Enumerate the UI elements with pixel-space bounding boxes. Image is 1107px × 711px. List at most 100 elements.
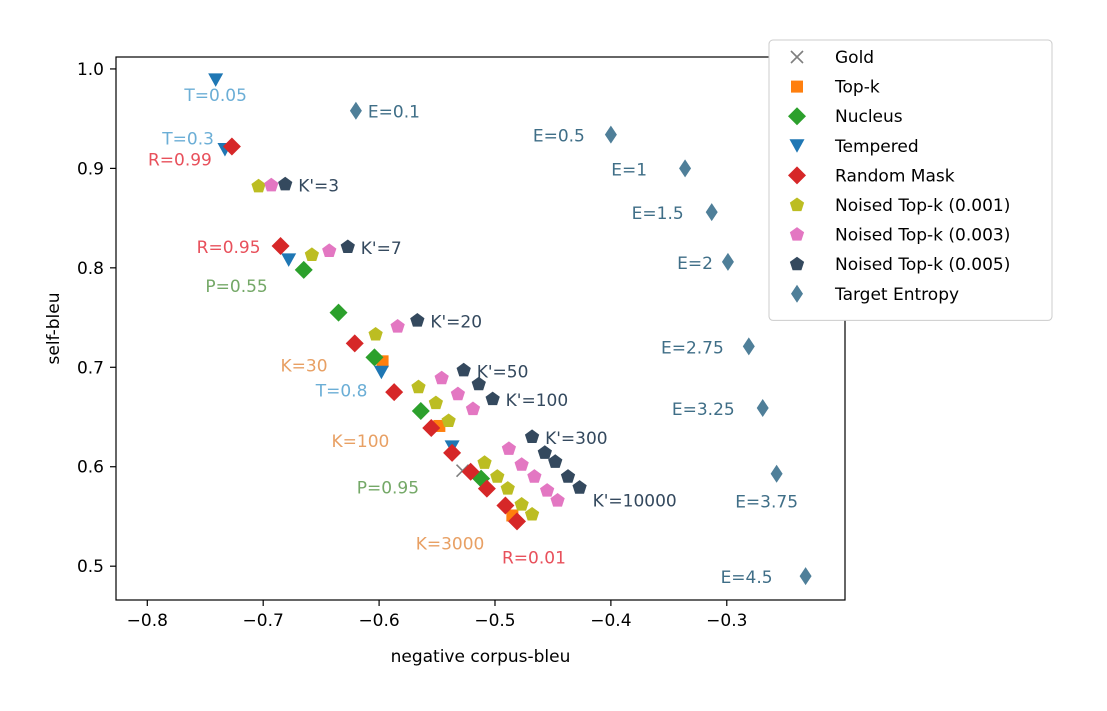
annotation-p-0-95: P=0.95: [357, 479, 419, 499]
noised-top-k-0-003-point: [322, 243, 337, 257]
nucleus-point: [365, 348, 384, 367]
axes: −0.8 −0.7 −0.6 −0.5 −0.4 −0.3 0.5 0.6 0.7 0.8 0.9 1…: [44, 60, 747, 667]
noised-top-k-0-003-point: [450, 386, 466, 401]
noised-top-k-0-001-point: [441, 413, 456, 428]
annotation-e-2: E=2: [677, 254, 713, 274]
legend-item-tempered: Tempered: [789, 137, 919, 157]
noised-top-k-0-005-point: [456, 362, 471, 377]
noised-top-k-0-005-point: [560, 469, 576, 483]
target-entropy-point: [756, 399, 769, 418]
annotation-t-0-3: T=0.3: [161, 129, 214, 149]
tempered-point: [208, 73, 224, 87]
noised-top-k-0-003-point: [514, 457, 529, 471]
noised-top-k-0-005-point: [485, 391, 500, 406]
annotation-t-0-05: T=0.05: [183, 86, 246, 106]
series-noised-top-k-0-001: [251, 178, 540, 521]
legend-label: Noised Top-k (0.005): [835, 255, 1010, 275]
y-axis-label: self-bleu: [44, 293, 64, 365]
target-entropy-legend-icon: [791, 284, 803, 303]
annotation-e-3-75: E=3.75: [735, 493, 798, 513]
annotation-e-3-25: E=3.25: [672, 400, 735, 420]
legend-label: Noised Top-k (0.003): [835, 226, 1010, 246]
y-tick-label: 0.8: [77, 259, 104, 279]
annotation-e-2-75: E=2.75: [661, 338, 724, 358]
annotation-k-10000: K'=10000: [593, 492, 677, 512]
random-mask-point: [443, 443, 462, 462]
legend-item-random-mask: Random Mask: [788, 166, 955, 186]
x-tick-label: −0.8: [127, 611, 168, 631]
random-mask-legend-icon: [788, 166, 806, 185]
noised-top-k-0-001-point: [524, 506, 540, 521]
random-mask-point: [422, 418, 441, 437]
annotation-e-0-5: E=0.5: [533, 127, 585, 147]
noised-top-k-0-001-point: [490, 469, 505, 483]
random-mask-point: [345, 334, 364, 353]
annotation-k-3000: K=3000: [416, 534, 485, 554]
x-tick-label: −0.6: [358, 611, 399, 631]
gold-legend-icon: [790, 50, 804, 64]
legend: Gold Top-k Nucleus Tempered Random Mask Noise…: [768, 39, 1053, 321]
noised-top-k-0-005-point: [278, 176, 293, 191]
random-mask-point: [222, 137, 241, 156]
annotation-k-7: K'=7: [361, 239, 402, 259]
noised-top-k-0-001-point: [411, 379, 426, 394]
noised-top-k-0-005-point: [340, 239, 355, 254]
noised-top-k-0-003-point: [527, 469, 542, 483]
series-noised-top-k-0-005: [278, 176, 587, 494]
x-axis-label: negative corpus-bleu: [391, 647, 571, 667]
annotation-k-30: K=30: [281, 356, 328, 376]
noised-top-k-0-001-point: [251, 178, 266, 193]
noised-top-k-0-001-point: [368, 326, 383, 341]
noised-top-k-0-005-point: [537, 445, 552, 459]
target-entropy-point: [742, 337, 755, 356]
x-tick-label: −0.3: [706, 611, 747, 631]
annotation-p-0-55: P=0.55: [205, 277, 267, 297]
target-entropy-point: [604, 125, 617, 144]
annotation-e-1-5: E=1.5: [632, 204, 684, 224]
nucleus-point: [294, 260, 313, 279]
x-tick-label: −0.7: [243, 611, 284, 631]
target-entropy-point: [705, 203, 718, 222]
legend-label: Noised Top-k (0.001): [835, 196, 1010, 216]
legend-label: Random Mask: [835, 166, 955, 186]
annotation-r-0-95: R=0.95: [197, 238, 261, 258]
y-tick-label: 1.0: [77, 60, 104, 80]
tempered-point: [281, 253, 297, 267]
legend-item-noised-top-k-0-005: Noised Top-k (0.005): [789, 255, 1010, 275]
annotation-r-0-01: R=0.01: [502, 548, 566, 568]
noised-top-k-0-003-point: [264, 177, 279, 192]
annotation-k-300: K'=300: [545, 429, 608, 449]
y-tick-label: 0.5: [77, 557, 104, 577]
nucleus-point: [329, 303, 348, 322]
legend-frame: [768, 39, 1053, 321]
legend-item-noised-top-k-0-001: Noised Top-k (0.001): [789, 196, 1010, 216]
random-mask-point: [508, 512, 527, 531]
legend-item-gold: Gold: [790, 48, 874, 68]
annotation-k-100: K=100: [332, 432, 390, 452]
annotation-k-100: K'=100: [506, 391, 569, 411]
series-nucleus: [294, 260, 491, 488]
random-mask-point: [271, 236, 290, 255]
annotation-e-4-5: E=4.5: [721, 568, 773, 588]
noised-top-k-0-003-point: [390, 319, 405, 333]
top-k-legend-icon: [791, 80, 803, 93]
data-points: [208, 73, 812, 586]
noised-top-k-0-003-point: [550, 493, 565, 507]
legend-label: Target Entropy: [834, 285, 959, 305]
noised-top-k-0-005-point: [471, 376, 486, 391]
nucleus-legend-icon: [788, 107, 806, 126]
point-annotations: T=0.05 T=0.3 T=0.8 R=0.99 R=0.95 R=0.01 P=0.55…: [148, 86, 798, 588]
target-entropy-point: [721, 252, 734, 271]
target-entropy-point: [679, 159, 692, 178]
legend-label: Top-k: [834, 78, 880, 98]
noised-top-k-0-001-point: [514, 497, 529, 511]
tempered-point: [373, 365, 389, 380]
noised-top-k-0-005-point: [572, 480, 587, 494]
annotation-t-0-8: T=0.8: [315, 381, 368, 401]
series-noised-top-k-0-003: [264, 177, 565, 507]
noised-top-k-0-005-point: [410, 313, 425, 327]
random-mask-point: [496, 496, 515, 515]
plot-frame: [115, 56, 846, 601]
annotation-k-3: K'=3: [298, 176, 339, 196]
